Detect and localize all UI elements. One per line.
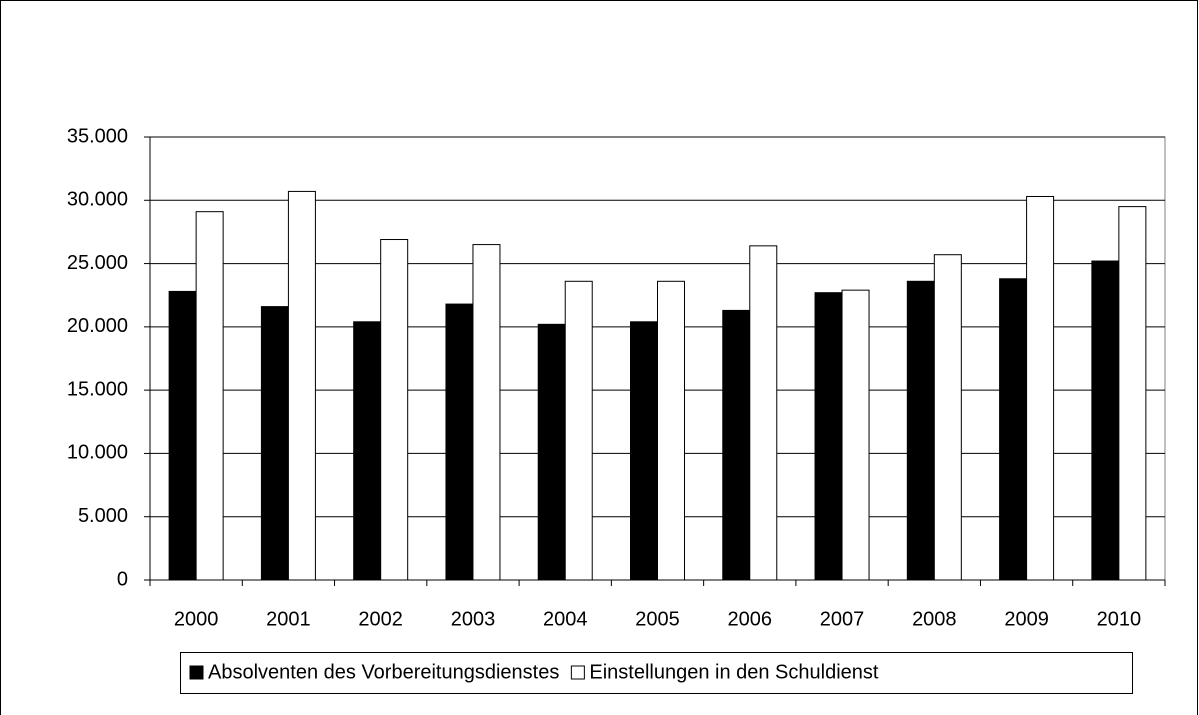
bar bbox=[906, 280, 935, 581]
legend-swatch bbox=[189, 665, 204, 680]
bar bbox=[537, 323, 566, 581]
y-tick-label: 0 bbox=[117, 568, 128, 590]
bar bbox=[933, 254, 962, 581]
bar bbox=[564, 280, 593, 581]
bar bbox=[195, 211, 224, 581]
x-tick-label: 2001 bbox=[266, 608, 311, 630]
y-tick-label: 20.000 bbox=[67, 315, 128, 337]
x-tick-label: 2003 bbox=[451, 608, 496, 630]
y-tick-label: 25.000 bbox=[67, 252, 128, 274]
y-tick-label: 15.000 bbox=[67, 378, 128, 400]
bar bbox=[999, 278, 1028, 581]
bar bbox=[445, 303, 474, 581]
bar bbox=[260, 306, 289, 581]
x-tick-label: 2005 bbox=[635, 608, 680, 630]
bar bbox=[722, 309, 751, 581]
y-tick-label: 35.000 bbox=[67, 125, 128, 147]
y-tick-label: 5.000 bbox=[78, 505, 128, 527]
bar bbox=[472, 244, 501, 581]
bar bbox=[814, 292, 843, 581]
bar bbox=[168, 290, 197, 581]
bar bbox=[1091, 260, 1120, 581]
legend-label: Einstellungen in den Schuldienst bbox=[589, 661, 879, 683]
x-tick-label: 2000 bbox=[174, 608, 219, 630]
legend-label: Absolventen des Vorbereitungsdienstes bbox=[208, 661, 559, 683]
bar bbox=[749, 245, 778, 581]
bar bbox=[353, 321, 382, 581]
bar bbox=[1026, 195, 1055, 581]
bar bbox=[380, 239, 409, 581]
x-tick-label: 2009 bbox=[1004, 608, 1049, 630]
bar bbox=[630, 321, 658, 581]
bar bbox=[657, 280, 685, 581]
x-tick-label: 2002 bbox=[358, 608, 403, 630]
bar bbox=[287, 190, 316, 581]
y-tick-label: 10.000 bbox=[67, 442, 128, 464]
x-tick-label: 2004 bbox=[543, 608, 588, 630]
x-tick-label: 2006 bbox=[728, 608, 773, 630]
x-tick-label: 2007 bbox=[820, 608, 865, 630]
x-tick-label: 2008 bbox=[912, 608, 957, 630]
x-tick-label: 2010 bbox=[1097, 608, 1142, 630]
y-tick-label: 30.000 bbox=[67, 189, 128, 211]
bar bbox=[841, 289, 870, 581]
bar bbox=[1118, 206, 1147, 581]
legend-box bbox=[180, 652, 1133, 694]
legend-swatch bbox=[570, 665, 585, 680]
